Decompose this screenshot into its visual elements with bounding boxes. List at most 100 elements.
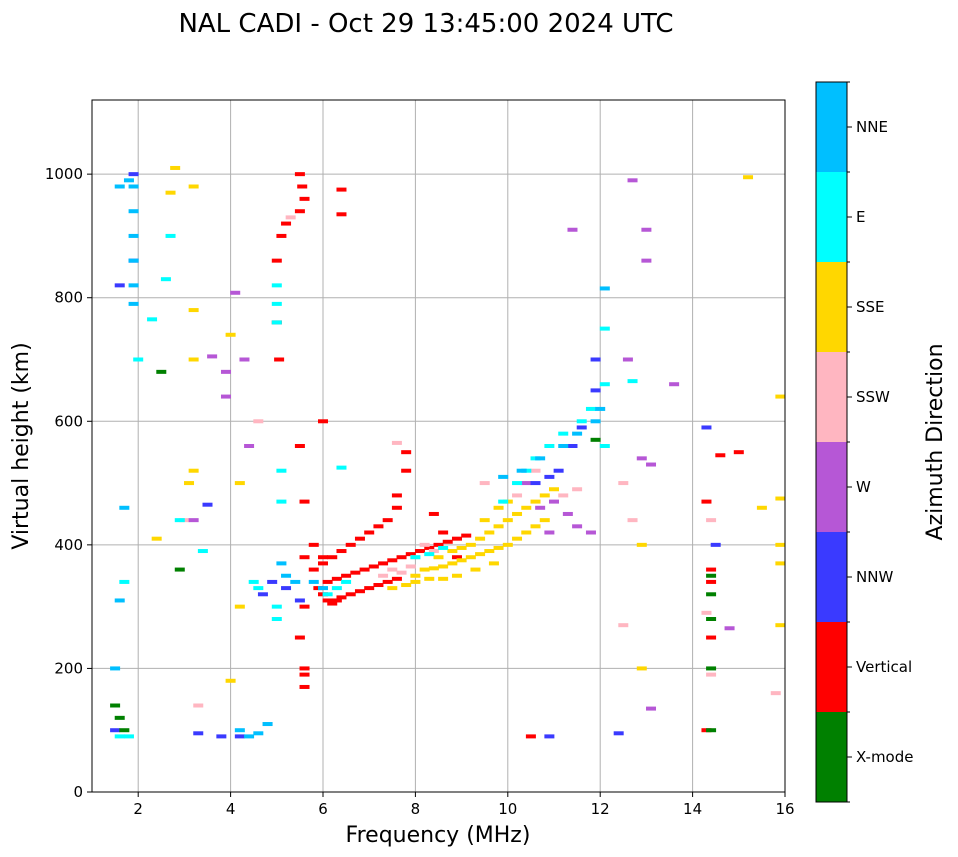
data-point — [382, 518, 393, 523]
data-point — [438, 576, 449, 581]
data-point — [599, 286, 610, 291]
data-point — [257, 592, 268, 597]
data-point — [281, 221, 292, 226]
data-point — [128, 301, 139, 306]
colorbar-segment — [816, 352, 847, 442]
colorbar-segment — [816, 442, 847, 532]
data-point — [641, 227, 652, 232]
data-point — [128, 172, 139, 177]
series-w — [188, 178, 735, 711]
data-point — [133, 357, 144, 362]
data-point — [373, 583, 384, 588]
data-point — [114, 734, 125, 739]
data-point — [595, 406, 606, 411]
data-point — [544, 444, 555, 448]
data-points — [110, 165, 786, 739]
data-point — [220, 369, 231, 374]
data-point — [114, 598, 125, 603]
data-point — [271, 283, 282, 288]
data-point — [613, 731, 624, 736]
data-point — [123, 178, 134, 183]
data-point — [308, 542, 319, 547]
data-point — [410, 579, 421, 584]
y-axis-ticks: 0 200 400 600 800 1000 — [45, 165, 92, 801]
data-point — [318, 555, 328, 560]
data-point — [715, 453, 726, 458]
series-sse — [151, 165, 786, 683]
data-point — [535, 456, 546, 461]
data-point — [128, 258, 139, 263]
data-point — [253, 731, 264, 736]
data-point — [512, 511, 523, 516]
data-point — [318, 586, 328, 591]
data-point — [234, 734, 245, 739]
data-point — [475, 536, 486, 541]
data-point — [525, 734, 536, 739]
data-point — [294, 598, 305, 603]
x-tick-label: 16 — [775, 800, 794, 818]
data-point — [756, 505, 767, 510]
data-point — [244, 734, 255, 739]
x-tick-label: 14 — [683, 800, 702, 818]
data-point — [442, 539, 453, 544]
data-point — [743, 175, 754, 180]
chart-title: NAL CADI - Oct 29 13:45:00 2024 UTC — [178, 9, 673, 39]
colorbar-label: W — [856, 478, 871, 496]
data-point — [299, 684, 310, 689]
data-point — [567, 444, 578, 448]
data-point — [572, 487, 583, 492]
data-point — [147, 317, 158, 322]
data-point — [706, 592, 717, 597]
x-tick-label: 4 — [226, 800, 236, 818]
data-point — [299, 555, 310, 560]
data-point — [387, 558, 398, 563]
data-point — [262, 722, 273, 727]
data-point — [576, 425, 587, 430]
data-point — [276, 561, 287, 566]
data-point — [368, 564, 379, 569]
series-nne — [110, 178, 610, 739]
data-point — [562, 511, 573, 516]
data-point — [276, 468, 287, 473]
x-tick-label: 2 — [133, 800, 143, 818]
series-e — [114, 233, 638, 739]
data-point — [706, 573, 717, 578]
data-point — [479, 481, 490, 486]
data-point — [123, 734, 134, 739]
data-point — [110, 703, 121, 708]
data-point — [336, 549, 347, 554]
y-tick-label: 0 — [73, 783, 83, 801]
data-point — [706, 666, 717, 671]
data-point — [331, 586, 342, 591]
data-point — [599, 444, 610, 448]
data-point — [336, 595, 347, 600]
data-point — [345, 542, 356, 547]
data-point — [410, 573, 421, 578]
data-point — [567, 227, 578, 232]
data-point — [590, 357, 601, 362]
data-point — [267, 579, 278, 584]
data-point — [239, 357, 250, 362]
data-point — [401, 450, 412, 455]
data-point — [188, 308, 199, 313]
data-point — [433, 542, 444, 547]
data-point — [382, 579, 393, 584]
data-point — [493, 505, 504, 510]
data-point — [706, 579, 717, 584]
data-point — [701, 610, 712, 615]
data-point — [544, 734, 555, 739]
data-point — [410, 555, 421, 560]
data-point — [308, 567, 319, 572]
data-point — [599, 326, 610, 331]
data-point — [706, 728, 717, 733]
data-point — [378, 561, 389, 566]
data-point — [701, 499, 712, 504]
data-point — [345, 592, 356, 597]
data-point — [558, 493, 569, 498]
data-point — [636, 456, 647, 461]
data-point — [299, 604, 310, 609]
data-point — [775, 623, 786, 628]
data-point — [151, 536, 162, 541]
data-point — [396, 570, 407, 575]
